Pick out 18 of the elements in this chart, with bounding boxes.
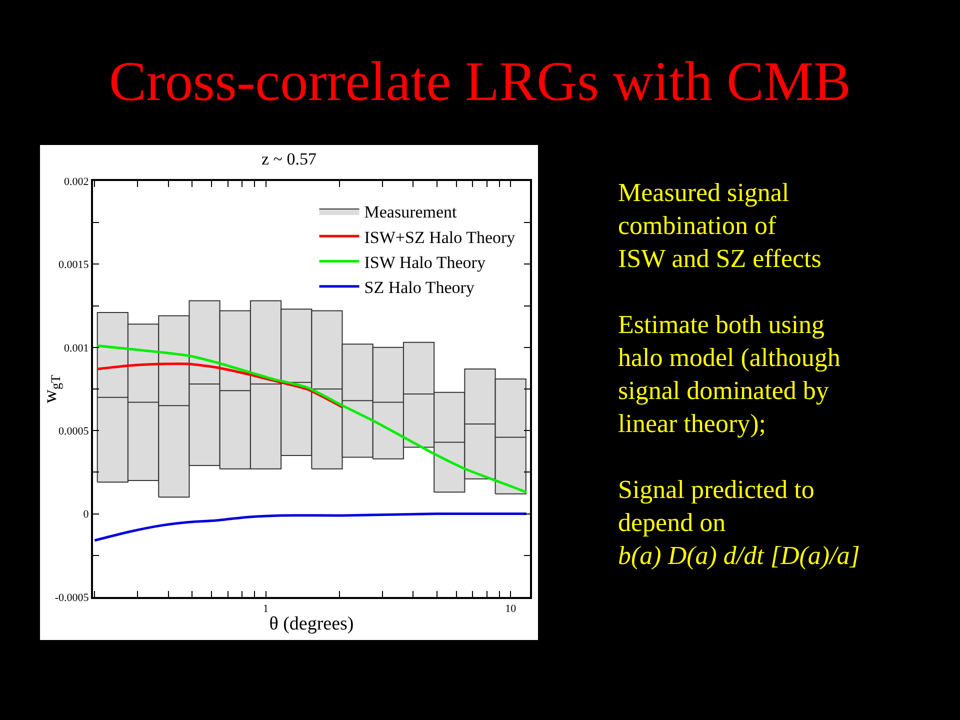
y-tick-label: 0.0005 bbox=[58, 425, 90, 438]
legend-label: ISW+SZ Halo Theory bbox=[364, 228, 516, 247]
x-tick-label: 10 bbox=[505, 603, 517, 616]
text: Estimate both using halo model (although signal dominated by linear theory); bbox=[618, 309, 842, 440]
y-tick-label: 0 bbox=[83, 508, 90, 521]
chart-title: Cross-correlate LRGs with CMB bbox=[108, 50, 852, 114]
y-tick-label: -0.0005 bbox=[54, 592, 90, 604]
text: Measured signal combination of ISW and SZ effects bbox=[618, 177, 822, 275]
y-tick-label: 0.002 bbox=[64, 176, 89, 188]
legend-label: Measurement bbox=[364, 202, 458, 222]
text: b(a) D(a) d/dt [D(a)/a] bbox=[618, 540, 861, 572]
legend-label: ISW Halo Theory bbox=[364, 252, 486, 272]
y-tick-label: 0.0015 bbox=[58, 259, 90, 272]
legend-label: SZ Halo Theory bbox=[364, 278, 475, 297]
x-tick-label: 1 bbox=[263, 603, 268, 616]
chart-subtitle: z ~ 0.57 bbox=[262, 149, 317, 168]
y-tick-label: 0.001 bbox=[64, 342, 89, 354]
x-axis-title: θ (degrees) bbox=[269, 614, 354, 634]
